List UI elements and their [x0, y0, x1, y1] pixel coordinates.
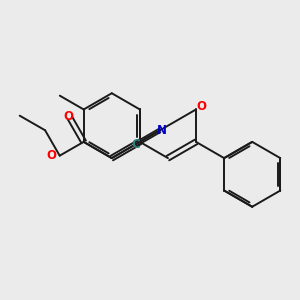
Text: C: C [131, 138, 140, 151]
Text: N: N [157, 124, 166, 137]
Text: O: O [196, 100, 206, 113]
Text: O: O [64, 110, 74, 123]
Text: O: O [47, 149, 57, 162]
